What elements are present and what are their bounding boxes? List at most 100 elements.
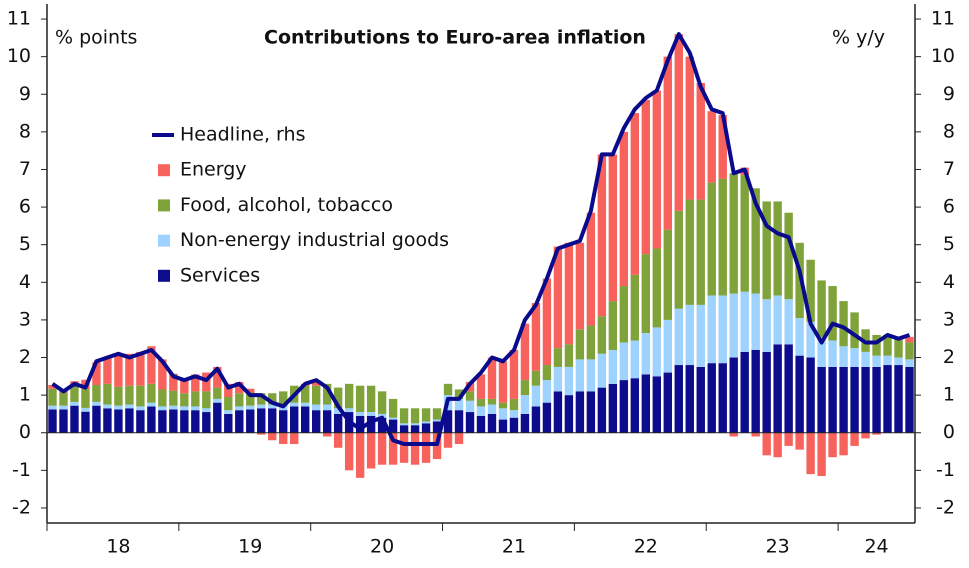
bar-segment <box>48 405 57 410</box>
bar-segment <box>103 357 112 384</box>
legend-label: Non-energy industrial goods <box>180 229 449 251</box>
bar-segment <box>905 359 914 367</box>
bar-segment <box>586 325 596 360</box>
bar-segment <box>850 432 859 446</box>
bar-segment <box>608 301 618 350</box>
bar-segment <box>410 432 420 465</box>
bar-segment <box>663 56 672 230</box>
bar-segment <box>136 351 145 386</box>
bar-segment <box>498 402 508 409</box>
bar-segment <box>509 410 519 418</box>
y2-tick-label: 8 <box>943 120 955 142</box>
bar-segment <box>169 373 178 391</box>
y-tick-label: 1 <box>19 384 31 406</box>
bar-segment <box>92 384 101 402</box>
bar-segment <box>685 365 694 433</box>
bar-segment <box>399 408 409 424</box>
bar-segment <box>564 242 574 345</box>
bar-segment <box>147 346 156 384</box>
y2-tick-label: 4 <box>943 271 955 293</box>
bar-segment <box>586 212 596 326</box>
bar-segment <box>257 432 266 435</box>
bar-segment <box>344 383 354 409</box>
bar-segment <box>520 323 530 381</box>
bar-segment <box>136 385 145 407</box>
bar-segment <box>454 398 464 411</box>
bar-segment <box>806 321 815 358</box>
bar-segment <box>696 82 705 200</box>
bar-segment <box>147 402 156 407</box>
bar-segment <box>59 392 68 406</box>
bar-segment <box>817 366 826 433</box>
y-tick-label: 3 <box>19 308 31 330</box>
bar-segment <box>839 432 848 456</box>
bar-segment <box>564 395 574 433</box>
bar-segment <box>531 370 541 386</box>
bar-segment <box>301 406 310 433</box>
bar-segment <box>92 362 101 385</box>
bar-segment <box>476 374 486 399</box>
bar-segment <box>366 385 376 413</box>
bar-segment <box>729 173 738 294</box>
bar-segment <box>103 404 112 409</box>
bar-segment <box>443 432 453 448</box>
y-tick-label: -2 <box>12 496 31 518</box>
bar-segment <box>542 380 552 403</box>
bar-segment <box>136 406 145 411</box>
bar-segment <box>114 405 123 410</box>
bar-segment <box>322 432 332 437</box>
bar-segment <box>158 410 167 433</box>
y2-tick-label: 0 <box>943 421 955 443</box>
y-tick-label: 2 <box>19 346 31 368</box>
bar-segment <box>883 365 892 433</box>
bar-segment <box>388 398 398 418</box>
bar-segment <box>311 380 321 386</box>
bar-segment <box>905 342 914 360</box>
bar-segment <box>333 408 343 414</box>
bar-segment <box>169 390 178 406</box>
y-tick-label: 0 <box>19 421 31 443</box>
bar-segment <box>487 357 497 399</box>
bar-segment <box>377 391 387 414</box>
bar-segment <box>586 359 596 392</box>
bar-segment <box>619 131 629 287</box>
bar-segment <box>268 393 277 405</box>
bar-segment <box>718 114 727 179</box>
bar-segment <box>344 408 354 413</box>
bar-segment <box>707 182 716 296</box>
bar-segment <box>366 415 376 433</box>
bar-segment <box>498 419 508 433</box>
x-tick-label: 23 <box>766 536 790 558</box>
y-tick-label: 9 <box>19 83 31 105</box>
bar-segment <box>257 393 266 405</box>
bar-segment <box>652 248 661 328</box>
bar-segment <box>421 421 431 424</box>
bar-segment <box>542 402 552 433</box>
y2-tick-label: 7 <box>943 158 955 180</box>
bar-segment <box>575 329 585 360</box>
x-tick-label: 24 <box>864 536 888 558</box>
bar-segment <box>806 432 815 475</box>
y2-tick-label: 11 <box>931 8 955 30</box>
bar-segment <box>235 406 244 411</box>
bar-segment <box>762 351 771 433</box>
bar-segment <box>410 423 420 426</box>
bar-segment <box>103 408 112 433</box>
bar-segment <box>81 407 90 412</box>
bar-segment <box>652 327 661 377</box>
bar-segment <box>213 387 222 399</box>
bar-segment <box>641 333 651 375</box>
y2-tick-label: 2 <box>943 346 955 368</box>
bar-segment <box>839 366 848 433</box>
bar-segment <box>674 308 683 366</box>
bar-segment <box>729 357 738 433</box>
bar-segment <box>597 154 607 317</box>
bar-segment <box>465 400 475 413</box>
bar-segment <box>553 366 563 392</box>
bar-segment <box>597 387 607 433</box>
bar-segment <box>817 432 826 476</box>
legend-label: Services <box>180 264 260 286</box>
bar-segment <box>487 404 497 414</box>
bar-segment <box>268 408 277 433</box>
